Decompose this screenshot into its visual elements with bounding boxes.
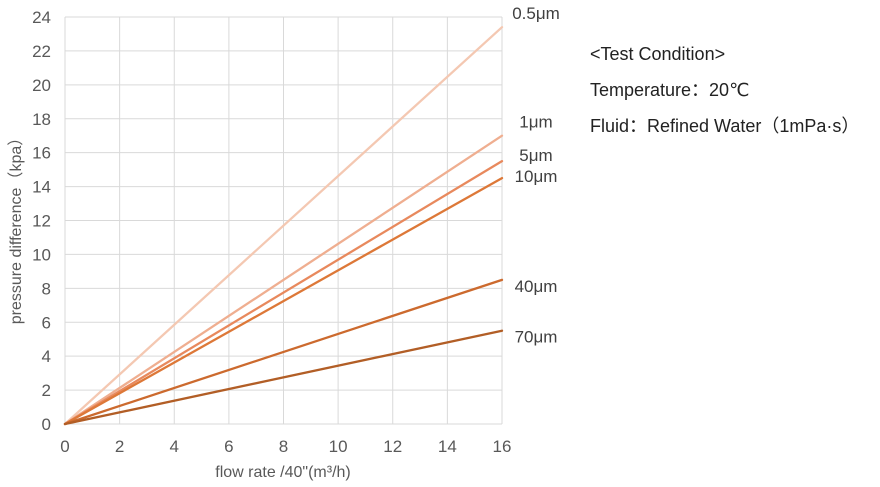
test-condition-notes: <Test Condition> Temperature：20℃ Fluid：R… (590, 42, 859, 150)
x-tick-label: 8 (279, 437, 288, 456)
x-axis-title: flow rate /40"(m³/h) (215, 464, 351, 481)
test-condition-fluid: Fluid：Refined Water（1mPa·s） (590, 116, 860, 136)
y-tick-label: 16 (32, 144, 51, 163)
y-tick-label: 8 (42, 279, 51, 298)
x-axis-ticks: 0 2 4 6 8 10 12 14 16 (60, 437, 511, 456)
series-label: 1μm (519, 113, 552, 132)
y-tick-label: 2 (42, 381, 51, 400)
x-tick-label: 16 (493, 437, 512, 456)
series-line-70μm (63, 329, 504, 426)
y-tick-label: 10 (32, 245, 51, 264)
x-tick-label: 4 (170, 437, 179, 456)
test-condition-heading: <Test Condition> (590, 44, 726, 64)
x-tick-label: 6 (224, 437, 233, 456)
y-tick-label: 22 (32, 42, 51, 61)
x-tick-label: 0 (60, 437, 69, 456)
x-tick-label: 14 (438, 437, 457, 456)
test-condition-temperature: Temperature：20℃ (590, 80, 750, 100)
chart-grid (64, 16, 503, 425)
y-tick-label: 24 (32, 8, 51, 27)
y-axis-title: pressure difference（kpa） (7, 130, 25, 324)
series-line-5μm (63, 159, 504, 426)
y-tick-label: 4 (42, 347, 51, 366)
series-line-10μm (63, 176, 504, 426)
x-tick-label: 12 (383, 437, 402, 456)
y-tick-label: 12 (32, 212, 51, 231)
y-tick-label: 6 (42, 313, 51, 332)
series-line-1μm (63, 134, 504, 426)
series-label: 70μm (515, 328, 558, 347)
x-tick-label: 2 (115, 437, 124, 456)
chart-series-lines (63, 26, 504, 426)
y-tick-label: 0 (42, 415, 51, 434)
y-tick-label: 20 (32, 76, 51, 95)
y-tick-label: 18 (32, 110, 51, 129)
series-label: 0.5μm (512, 4, 560, 23)
x-tick-label: 10 (329, 437, 348, 456)
y-tick-label: 14 (32, 178, 51, 197)
series-label: 10μm (515, 167, 558, 186)
series-line-40μm (63, 278, 504, 426)
chart-series-labels: 0.5μm 1μm 5μm 10μm 40μm 70μm (512, 4, 560, 347)
series-line-0.5μm (63, 26, 504, 426)
series-label: 5μm (519, 146, 552, 165)
series-label: 40μm (515, 277, 558, 296)
